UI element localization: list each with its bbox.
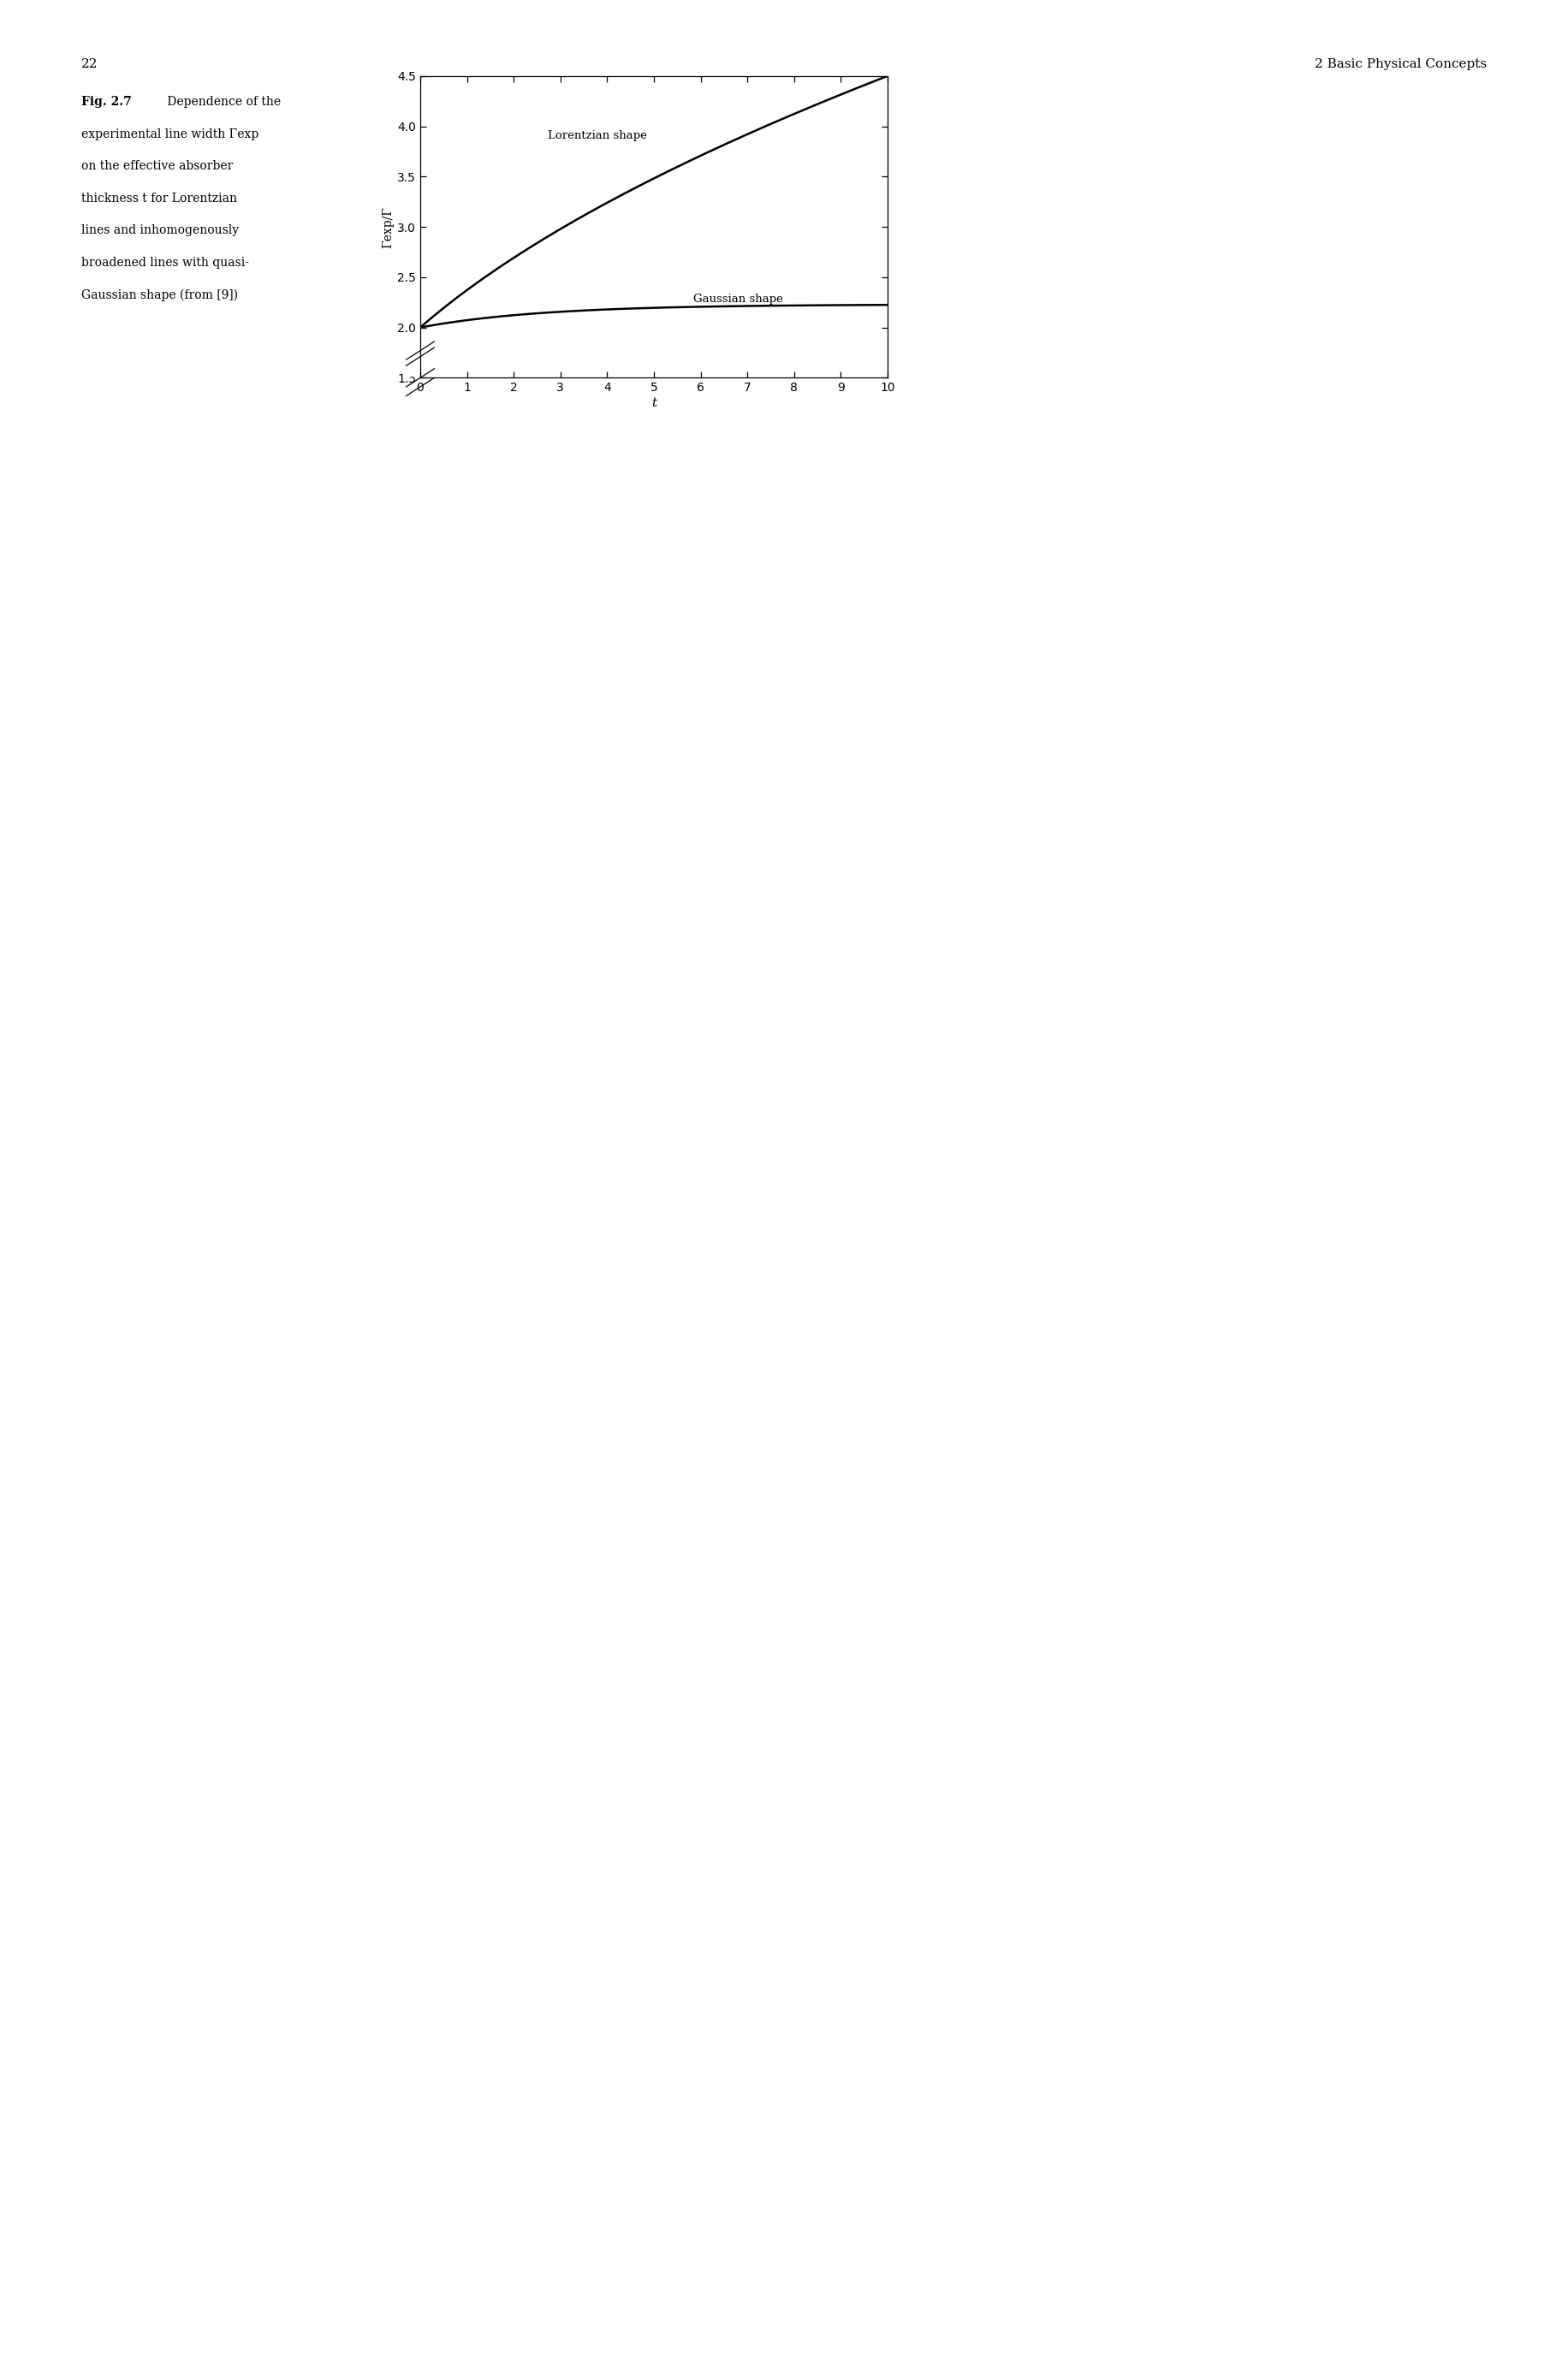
Text: experimental line width Γexp: experimental line width Γexp	[82, 128, 259, 140]
Text: Fig. 2.7: Fig. 2.7	[82, 95, 132, 109]
Text: lines and inhomogenously: lines and inhomogenously	[82, 226, 240, 238]
Text: broadened lines with quasi-: broadened lines with quasi-	[82, 257, 249, 268]
Text: Dependence of the: Dependence of the	[163, 95, 281, 109]
Text: Lorentzian shape: Lorentzian shape	[549, 131, 648, 143]
Text: Gaussian shape (from [9]): Gaussian shape (from [9])	[82, 287, 238, 302]
Text: on the effective absorber: on the effective absorber	[82, 162, 234, 173]
Y-axis label: Γexp/Γ: Γexp/Γ	[381, 207, 394, 247]
X-axis label: t: t	[651, 397, 657, 409]
Text: 22: 22	[82, 57, 99, 71]
Text: 2 Basic Physical Concepts: 2 Basic Physical Concepts	[1314, 57, 1486, 71]
Text: Gaussian shape: Gaussian shape	[693, 292, 782, 304]
Text: thickness t for Lorentzian: thickness t for Lorentzian	[82, 192, 237, 204]
